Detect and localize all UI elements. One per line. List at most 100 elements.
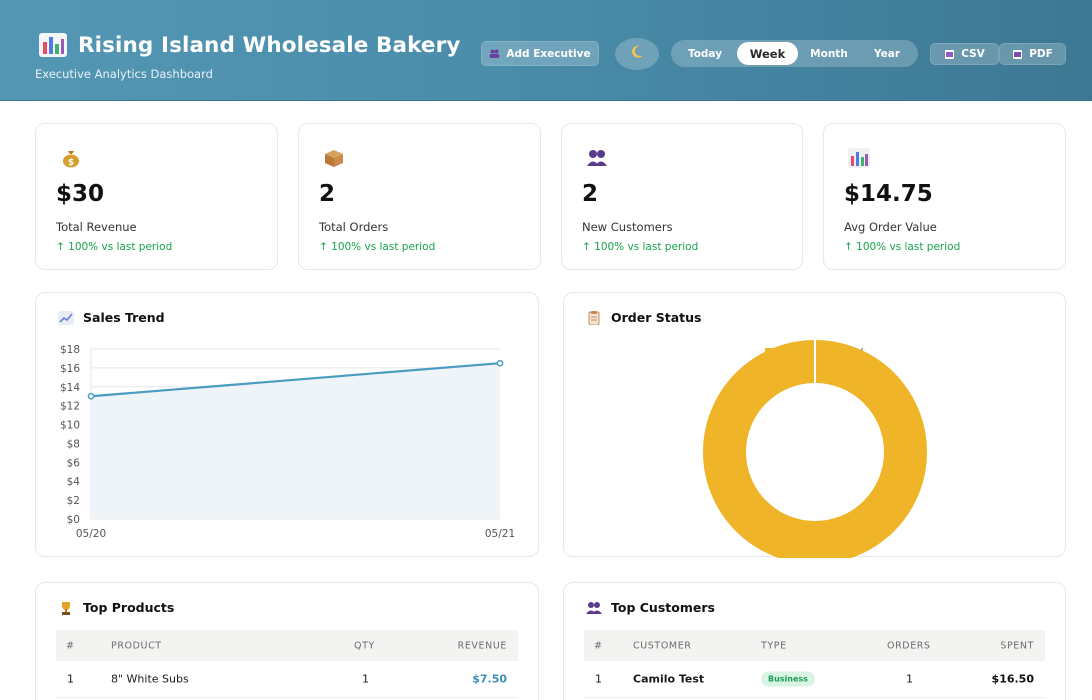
period-today-button[interactable]: Today bbox=[687, 47, 723, 60]
stat-card-customers: 2 New Customers ↑ 100% vs last period bbox=[561, 123, 803, 270]
y-tick-label: $6 bbox=[67, 457, 81, 469]
data-point bbox=[496, 359, 504, 367]
stat-label: Avg Order Value bbox=[844, 220, 937, 234]
y-tick-label: $12 bbox=[60, 401, 80, 413]
y-tick-label: $0 bbox=[67, 514, 80, 526]
rank-cell: 1 bbox=[67, 672, 74, 686]
bar-chart-icon bbox=[38, 32, 68, 58]
sales-trend-title: Sales Trend bbox=[58, 310, 165, 325]
export-csv-button[interactable]: CSV bbox=[930, 43, 999, 65]
top-customers-table: # CUSTOMER TYPE ORDERS SPENT 1 Camilo Te… bbox=[584, 630, 1045, 698]
column-header: SPENT bbox=[1000, 640, 1034, 651]
top-products-title: Top Products bbox=[58, 600, 174, 615]
stat-label: New Customers bbox=[582, 220, 673, 234]
panel-title-text: Top Products bbox=[83, 600, 175, 615]
column-header: PRODUCT bbox=[111, 640, 162, 651]
table-header: # CUSTOMER TYPE ORDERS SPENT bbox=[584, 630, 1045, 661]
sales-trend-panel: Sales Trend $0 $2 $4 $6 $8 $10 $12 $14 $16 $18 05/… bbox=[35, 292, 539, 557]
column-header: REVENUE bbox=[457, 640, 507, 651]
bar-chart-icon bbox=[848, 148, 870, 168]
customer-type-badge: Business bbox=[761, 671, 815, 687]
users-icon bbox=[489, 49, 500, 58]
column-header: QTY bbox=[354, 640, 375, 651]
donut-slice bbox=[703, 340, 927, 558]
top-customers-title: Top Customers bbox=[586, 600, 715, 615]
rank-cell: 1 bbox=[595, 672, 602, 686]
revenue-cell: $7.50 bbox=[472, 672, 507, 686]
stat-card-revenue: $ $30 Total Revenue ↑ 100% vs last perio… bbox=[35, 123, 278, 270]
top-products-panel: Top Products # PRODUCT QTY REVENUE 1 8" … bbox=[35, 582, 539, 700]
y-tick-label: $10 bbox=[60, 420, 80, 432]
order-status-title: Order Status bbox=[586, 310, 701, 325]
moon-icon bbox=[629, 44, 645, 64]
period-year-button[interactable]: Year bbox=[873, 47, 901, 60]
stat-value: 2 bbox=[319, 181, 336, 207]
x-tick-label: 05/20 bbox=[76, 528, 106, 540]
spent-cell: $16.50 bbox=[991, 672, 1034, 686]
stat-change: ↑ 100% vs last period bbox=[319, 241, 436, 253]
trend-chart-icon bbox=[58, 310, 74, 325]
stat-value: $30 bbox=[56, 181, 105, 207]
stat-card-orders: 2 Total Orders ↑ 100% vs last period bbox=[298, 123, 541, 270]
area-fill bbox=[91, 363, 500, 519]
stat-change: ↑ 100% vs last period bbox=[56, 241, 173, 253]
csv-icon bbox=[944, 49, 955, 59]
y-tick-label: $8 bbox=[67, 438, 80, 450]
stat-change: ↑ 100% vs last period bbox=[582, 241, 699, 253]
product-cell: 8" White Subs bbox=[111, 672, 189, 686]
add-executive-button[interactable]: Add Executive bbox=[481, 41, 599, 66]
users-icon bbox=[586, 148, 608, 168]
y-tick-label: $2 bbox=[67, 495, 80, 507]
panel-title-text: Top Customers bbox=[611, 600, 715, 615]
trophy-icon bbox=[58, 601, 74, 615]
package-icon bbox=[323, 148, 345, 168]
stat-label: Total Revenue bbox=[56, 220, 137, 234]
csv-label: CSV bbox=[961, 48, 985, 60]
pdf-label: PDF bbox=[1029, 48, 1053, 60]
column-header: ORDERS bbox=[887, 640, 931, 651]
top-products-table: # PRODUCT QTY REVENUE 1 8" White Subs 1 … bbox=[56, 630, 518, 698]
data-point bbox=[87, 392, 95, 400]
stat-label: Total Orders bbox=[319, 220, 389, 234]
column-header: TYPE bbox=[761, 640, 787, 651]
stat-change: ↑ 100% vs last period bbox=[844, 241, 961, 253]
export-pdf-button[interactable]: PDF bbox=[999, 43, 1066, 65]
series-line bbox=[90, 362, 501, 398]
y-tick-label: $16 bbox=[60, 363, 80, 375]
app-header: Rising Island Wholesale Bakery Executive… bbox=[0, 0, 1092, 101]
page-subtitle: Executive Analytics Dashboard bbox=[35, 67, 213, 81]
column-header: CUSTOMER bbox=[633, 640, 692, 651]
clipboard-icon bbox=[586, 310, 602, 325]
panel-title-text: Sales Trend bbox=[83, 310, 165, 325]
y-tick-label: $14 bbox=[60, 382, 80, 394]
table-header: # PRODUCT QTY REVENUE bbox=[56, 630, 518, 661]
qty-cell: 1 bbox=[362, 672, 369, 686]
pdf-icon bbox=[1012, 49, 1023, 59]
order-status-chart: processed bbox=[703, 340, 927, 558]
customer-cell: Camilo Test bbox=[633, 672, 705, 686]
table-row[interactable]: 1 Camilo Test Business 1 $16.50 bbox=[584, 661, 1045, 698]
theme-toggle-button[interactable] bbox=[615, 38, 659, 70]
app-title: Rising Island Wholesale Bakery bbox=[38, 30, 460, 60]
stat-card-avg-order: $14.75 Avg Order Value ↑ 100% vs last pe… bbox=[823, 123, 1066, 270]
table-row[interactable]: 1 8" White Subs 1 $7.50 bbox=[56, 661, 518, 698]
order-status-panel: Order Status processed bbox=[563, 292, 1066, 558]
y-tick-label: $18 bbox=[60, 344, 80, 356]
sales-trend-chart: $0 $2 $4 $6 $8 $10 $12 $14 $16 $18 05/20 05/21 bbox=[60, 344, 515, 540]
column-header: # bbox=[66, 640, 75, 651]
top-customers-panel: Top Customers # CUSTOMER TYPE ORDERS SPE… bbox=[563, 582, 1066, 700]
stat-value: 2 bbox=[582, 181, 599, 207]
period-week-button[interactable]: Week bbox=[737, 42, 798, 65]
orders-cell: 1 bbox=[906, 672, 913, 686]
money-bag-icon: $ bbox=[60, 148, 82, 168]
period-month-button[interactable]: Month bbox=[810, 47, 848, 60]
users-icon bbox=[586, 601, 602, 615]
x-tick-label: 05/21 bbox=[485, 528, 515, 540]
page-title: Rising Island Wholesale Bakery bbox=[78, 32, 461, 58]
svg-text:$: $ bbox=[68, 158, 74, 168]
add-executive-label: Add Executive bbox=[506, 47, 591, 60]
period-selector: Today Week Month Year bbox=[671, 40, 918, 67]
panel-title-text: Order Status bbox=[611, 310, 702, 325]
y-tick-label: $4 bbox=[67, 476, 81, 488]
stat-value: $14.75 bbox=[844, 181, 933, 207]
